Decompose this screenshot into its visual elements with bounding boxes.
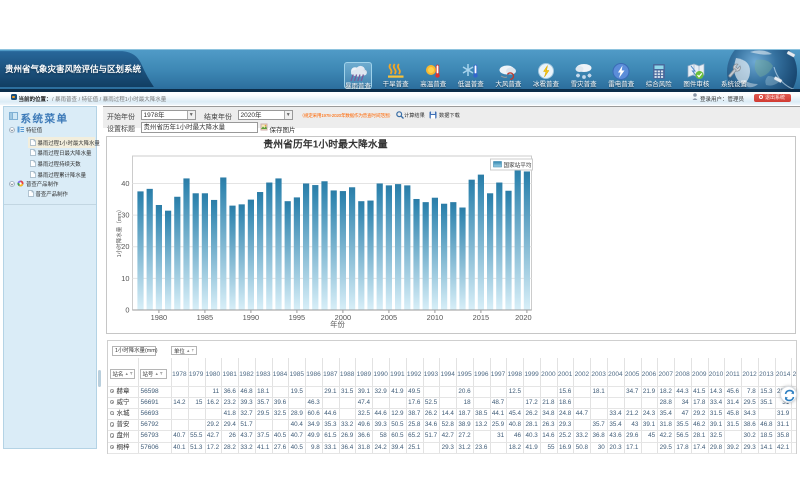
svg-text:1小时降水量（mm）: 1小时降水量（mm） <box>115 207 123 258</box>
svg-text:1980: 1980 <box>151 313 167 322</box>
svg-text:年份: 年份 <box>330 320 345 329</box>
svg-text:0: 0 <box>125 305 129 314</box>
svg-text:贵州省历年1小时最大降水量: 贵州省历年1小时最大降水量 <box>263 138 387 151</box>
svg-text:2020: 2020 <box>515 313 531 322</box>
svg-text:2000: 2000 <box>335 313 351 322</box>
svg-text:国家站平均: 国家站平均 <box>504 161 532 169</box>
svg-text:1985: 1985 <box>197 313 213 322</box>
svg-text:2010: 2010 <box>427 313 443 322</box>
svg-text:2005: 2005 <box>381 313 397 322</box>
svg-text:2015: 2015 <box>473 313 489 322</box>
svg-text:10: 10 <box>121 274 129 283</box>
svg-text:30: 30 <box>121 211 129 220</box>
svg-text:1990: 1990 <box>243 313 259 322</box>
svg-text:1995: 1995 <box>289 313 305 322</box>
svg-text:20: 20 <box>121 242 129 251</box>
svg-text:40: 40 <box>121 179 129 188</box>
